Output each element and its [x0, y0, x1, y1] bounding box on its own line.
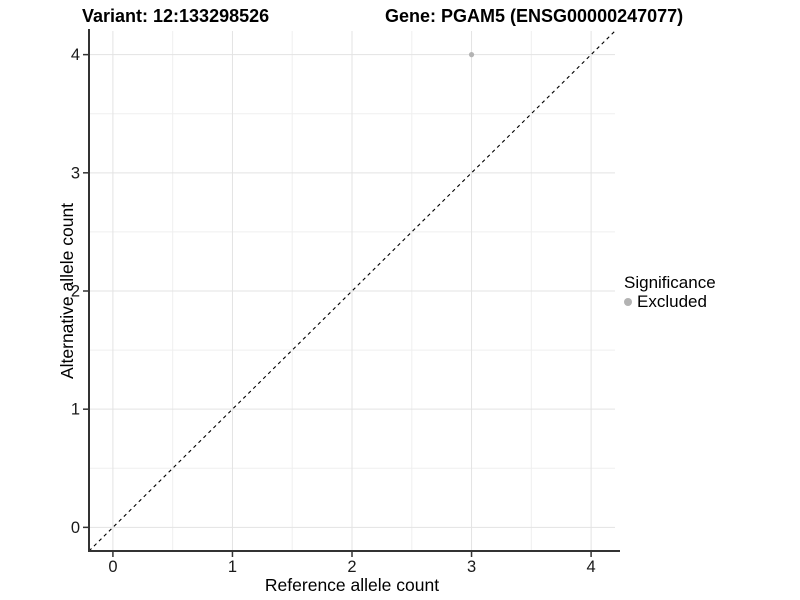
legend: Significance Excluded: [624, 273, 716, 311]
identity-line: [88, 30, 616, 552]
y-tick-label: 3: [71, 164, 80, 182]
x-tick-label: 2: [347, 558, 356, 576]
gene-title: Gene: PGAM5 (ENSG00000247077): [385, 6, 684, 26]
y-tick-label: 1: [71, 401, 80, 419]
y-axis-title: Alternative allele count: [57, 203, 77, 379]
legend-item-excluded: Excluded: [624, 292, 716, 311]
x-tick-label: 0: [108, 558, 117, 576]
legend-item-label: Excluded: [637, 292, 707, 311]
legend-point-icon: [624, 297, 632, 306]
x-tick-label: 4: [586, 558, 595, 576]
variant-title: Variant: 12:133298526: [82, 6, 270, 26]
data-point: [468, 52, 475, 58]
y-tick-label: 4: [71, 46, 80, 64]
x-tick-label: 1: [228, 558, 237, 576]
x-axis-title: Reference allele count: [265, 575, 439, 595]
y-tick-label: 2: [71, 283, 80, 301]
y-tick-label: 0: [71, 519, 80, 537]
x-tick-label: 3: [467, 558, 476, 576]
legend-title: Significance: [624, 273, 716, 292]
